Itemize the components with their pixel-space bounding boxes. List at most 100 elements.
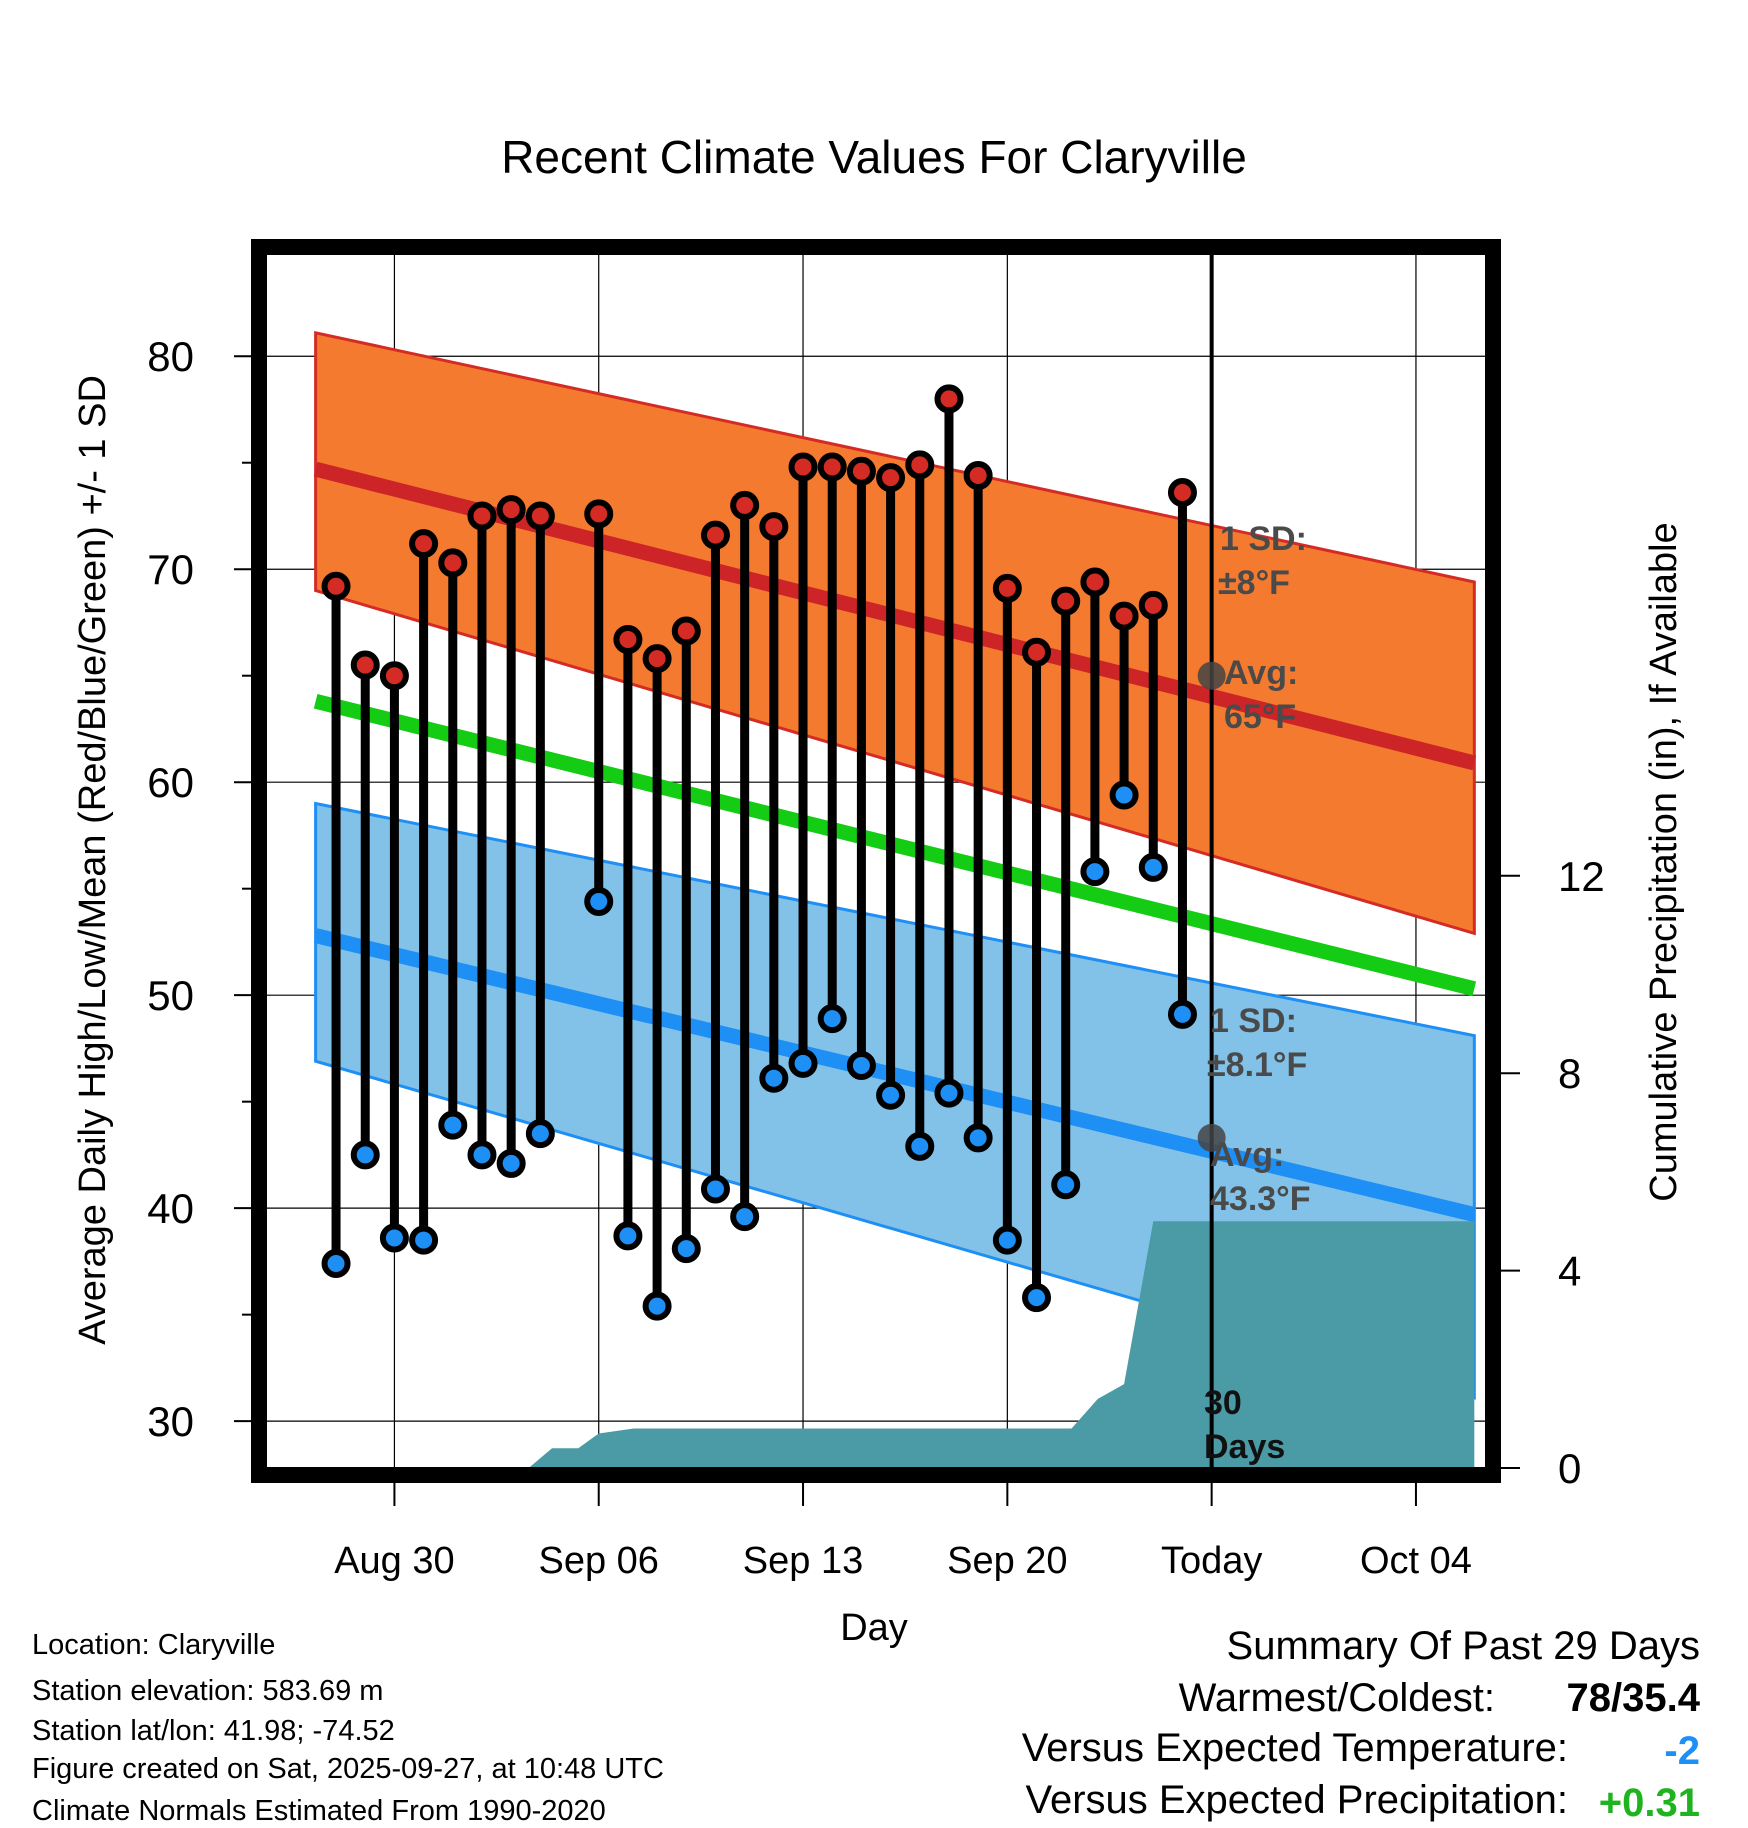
daily-low-point xyxy=(1080,857,1110,887)
x-axis: Aug 30 Sep 06 Sep 13 Sep 20 Today Oct 04 xyxy=(334,1483,1472,1582)
daily-high-point xyxy=(730,490,760,520)
daily-high-point xyxy=(671,616,701,646)
y2-tick-label: 4 xyxy=(1558,1248,1581,1295)
daily-high-point xyxy=(379,661,409,691)
y2-axis-title: Cumulative Precipitation (in), If Availa… xyxy=(1643,522,1685,1201)
created-text: Figure created on Sat, 2025-09-27, at 10… xyxy=(32,1753,664,1785)
low-avg-value: 43.3°F xyxy=(1210,1180,1311,1218)
daily-low-point xyxy=(642,1291,672,1321)
daily-low-point xyxy=(759,1063,789,1093)
window-unit-label: Days xyxy=(1204,1428,1285,1466)
daily-high-point xyxy=(496,495,526,525)
daily-high-point xyxy=(525,501,555,531)
y-tick-label: 50 xyxy=(147,972,194,1019)
daily-high-point xyxy=(467,501,497,531)
daily-high-point xyxy=(876,463,906,493)
y-axis-left: 30 40 50 60 70 80 xyxy=(147,333,251,1445)
chart-title: Recent Climate Values For Claryville xyxy=(501,131,1247,183)
daily-high-point xyxy=(700,520,730,550)
daily-low-point xyxy=(934,1078,964,1108)
daily-high-point xyxy=(321,571,351,601)
high-avg-label: Avg: xyxy=(1224,654,1298,692)
versus-precip-value: +0.31 xyxy=(1599,1781,1700,1825)
y-tick-label: 40 xyxy=(147,1185,194,1232)
y2-tick-label: 8 xyxy=(1558,1050,1581,1097)
daily-high-point xyxy=(788,452,818,482)
daily-high-point xyxy=(905,450,935,480)
normals-text: Climate Normals Estimated From 1990-2020 xyxy=(32,1795,606,1827)
daily-low-point xyxy=(613,1221,643,1251)
daily-low-point xyxy=(438,1110,468,1140)
daily-low-point xyxy=(963,1123,993,1153)
cumulative-precip-area xyxy=(315,1221,1475,1468)
versus-temp-value: -2 xyxy=(1664,1729,1700,1773)
versus-temp-label: Versus Expected Temperature: xyxy=(1022,1726,1568,1770)
daily-low-point xyxy=(817,1004,847,1034)
x-tick-label: Today xyxy=(1161,1540,1262,1582)
daily-low-point xyxy=(846,1050,876,1080)
daily-high-point xyxy=(350,650,380,680)
y-tick-label: 70 xyxy=(147,546,194,593)
daily-high-point xyxy=(1109,601,1139,631)
station-info: Location: Claryville Station elevation: … xyxy=(32,1629,664,1827)
daily-low-point xyxy=(496,1148,526,1178)
versus-precip-label: Versus Expected Precipitation: xyxy=(1025,1778,1568,1822)
daily-low-point xyxy=(788,1048,818,1078)
daily-observations xyxy=(321,384,1197,1321)
x-tick-label: Sep 06 xyxy=(539,1540,659,1582)
y2-tick-label: 0 xyxy=(1558,1445,1581,1492)
daily-low-point xyxy=(350,1140,380,1170)
daily-low-point xyxy=(467,1140,497,1170)
y-tick-label: 60 xyxy=(147,759,194,806)
daily-high-point xyxy=(409,529,439,559)
warmest-coldest-value: 78/35.4 xyxy=(1567,1676,1701,1720)
y-axis-right: 0 4 8 12 xyxy=(1501,853,1605,1492)
daily-low-point xyxy=(700,1174,730,1204)
daily-high-point xyxy=(584,499,614,529)
summary-title: Summary Of Past 29 Days xyxy=(1227,1624,1700,1668)
daily-high-point xyxy=(438,548,468,578)
daily-low-point xyxy=(1167,999,1197,1029)
warmest-coldest-label: Warmest/Coldest: xyxy=(1179,1676,1495,1720)
daily-high-point xyxy=(817,452,847,482)
y-tick-label: 30 xyxy=(147,1398,194,1445)
daily-high-point xyxy=(963,461,993,491)
window-count-label: 30 xyxy=(1204,1384,1242,1422)
daily-low-point xyxy=(671,1234,701,1264)
daily-high-point xyxy=(846,456,876,486)
x-axis-title: Day xyxy=(840,1607,908,1649)
x-tick-label: Oct 04 xyxy=(1360,1540,1472,1582)
daily-low-point xyxy=(876,1080,906,1110)
daily-low-point xyxy=(1138,852,1168,882)
daily-low-point xyxy=(1051,1170,1081,1200)
daily-high-point xyxy=(1022,637,1052,667)
high-sd-label: 1 SD: xyxy=(1220,520,1307,558)
x-tick-label: Aug 30 xyxy=(334,1540,454,1582)
daily-low-point xyxy=(1022,1283,1052,1313)
summary-panel: Summary Of Past 29 Days Warmest/Coldest:… xyxy=(1022,1624,1701,1825)
today-normal-low-marker xyxy=(1197,1123,1226,1152)
daily-high-point xyxy=(992,573,1022,603)
daily-high-point xyxy=(1080,567,1110,597)
daily-low-point xyxy=(409,1225,439,1255)
high-avg-value: 65°F xyxy=(1224,698,1296,736)
daily-low-point xyxy=(905,1131,935,1161)
daily-high-point xyxy=(642,644,672,674)
y2-tick-label: 12 xyxy=(1558,853,1605,900)
daily-low-point xyxy=(1109,780,1139,810)
elevation-text: Station elevation: 583.69 m xyxy=(32,1675,383,1707)
plot-frame xyxy=(251,239,1501,1483)
daily-low-point xyxy=(525,1119,555,1149)
daily-low-point xyxy=(992,1225,1022,1255)
daily-low-point xyxy=(584,886,614,916)
daily-low-point xyxy=(379,1223,409,1253)
daily-low-point xyxy=(730,1202,760,1232)
x-tick-label: Sep 13 xyxy=(743,1540,863,1582)
daily-high-point xyxy=(1051,586,1081,616)
low-sd-value: ±8.1°F xyxy=(1207,1046,1307,1084)
daily-high-point xyxy=(934,384,964,414)
annotations: 1 SD: ±8°F Avg: 65°F 1 SD: ±8.1°F Avg: 4… xyxy=(1204,520,1311,1466)
daily-low-point xyxy=(321,1249,351,1279)
plot-area xyxy=(266,254,1486,1468)
